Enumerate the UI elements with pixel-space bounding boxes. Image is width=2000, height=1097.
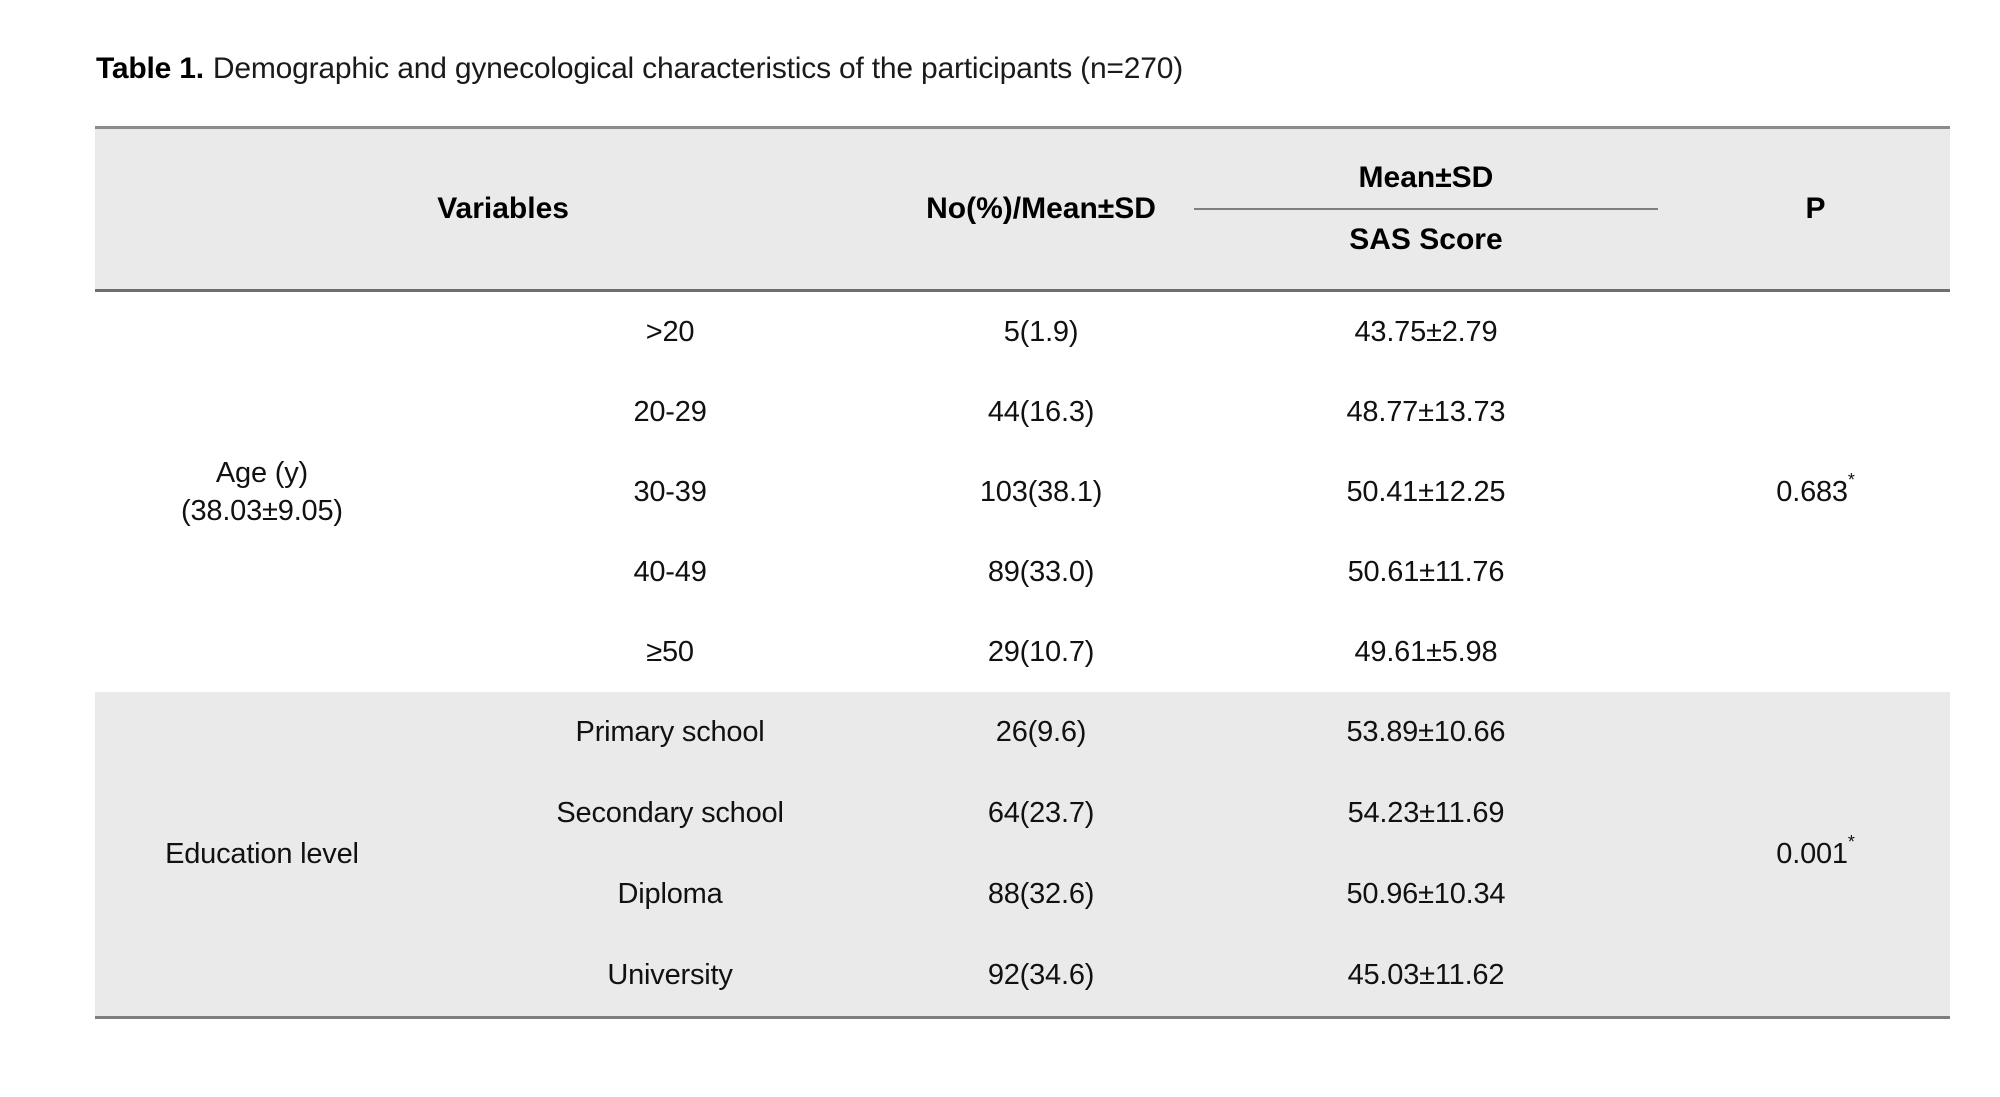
education-row-category: Primary school: [575, 716, 765, 748]
education-p-number: 0.001: [1776, 837, 1848, 870]
header-variables: Variables: [437, 192, 569, 225]
age-row-sas: 50.61±11.76: [1347, 555, 1505, 588]
education-p-asterisk: *: [1847, 832, 1855, 852]
education-row-no-pct: 26(9.6): [995, 716, 1087, 748]
education-p-value: 0.001 *: [1681, 692, 1950, 1016]
education-row-category: Secondary school: [556, 797, 784, 829]
header-divider-rule: [1193, 208, 1659, 210]
section-age: Age (y) (38.03±9.05) >20 5(1.9) 43.75±2.…: [95, 292, 1950, 692]
age-row-category: 20-29: [633, 395, 707, 428]
education-row-category: Diploma: [617, 878, 723, 910]
header-mean-sd-group: Mean±SD SAS Score: [1171, 129, 1681, 289]
age-row-sas: 43.75±2.79: [1354, 315, 1498, 348]
education-row-sas: 50.96±10.34: [1346, 878, 1506, 910]
education-row-no-pct: 92(34.6): [987, 959, 1095, 991]
table-header-row: Variables No(%)/Mean±SD Mean±SD SAS Scor…: [95, 126, 1950, 292]
age-p-asterisk: *: [1847, 470, 1855, 490]
education-row-sas: 53.89±10.66: [1346, 716, 1506, 748]
age-row-category: ≥50: [646, 635, 694, 668]
variable-label-age-note: (38.03±9.05): [181, 495, 343, 527]
variable-label-age: Age (y) (38.03±9.05): [95, 292, 429, 692]
education-row-no-pct: 64(23.7): [987, 797, 1095, 829]
age-row-no-pct: 5(1.9): [1003, 315, 1079, 348]
section-education: Education level Primary school 26(9.6) 5…: [95, 692, 1950, 1019]
variable-label-education: Education level: [95, 692, 429, 1016]
age-row-category: >20: [645, 315, 695, 348]
header-no-mean-sd: No(%)/Mean±SD: [926, 192, 1156, 225]
data-table: Variables No(%)/Mean±SD Mean±SD SAS Scor…: [95, 126, 1950, 1019]
age-row-sas: 50.41±12.25: [1346, 475, 1506, 508]
variable-label-age-name: Age (y): [215, 457, 308, 489]
age-row-no-pct: 103(38.1): [979, 475, 1103, 508]
age-row-no-pct: 89(33.0): [987, 555, 1095, 588]
education-row-sas: 54.23±11.69: [1347, 797, 1505, 829]
age-p-number: 0.683: [1776, 475, 1848, 508]
header-p: P: [1805, 192, 1826, 225]
table-caption-number: Table 1.: [96, 52, 204, 85]
age-row-sas: 48.77±13.73: [1346, 395, 1506, 428]
header-mean-sd: Mean±SD: [1358, 161, 1494, 194]
age-row-no-pct: 44(16.3): [987, 395, 1095, 428]
education-row-no-pct: 88(32.6): [987, 878, 1095, 910]
education-row-sas: 45.03±11.62: [1347, 959, 1505, 991]
age-row-no-pct: 29(10.7): [987, 635, 1095, 668]
age-p-value: 0.683 *: [1681, 292, 1950, 692]
age-row-category: 40-49: [633, 555, 707, 588]
table-caption: Table 1. Demographic and gynecological ch…: [96, 52, 1183, 86]
variable-label-education-name: Education level: [165, 838, 359, 870]
table-caption-text: Demographic and gynecological characteri…: [212, 52, 1183, 85]
education-row-category: University: [607, 959, 733, 991]
header-sas-score: SAS Score: [1349, 223, 1503, 256]
age-row-sas: 49.61±5.98: [1354, 635, 1498, 668]
age-row-category: 30-39: [633, 475, 707, 508]
